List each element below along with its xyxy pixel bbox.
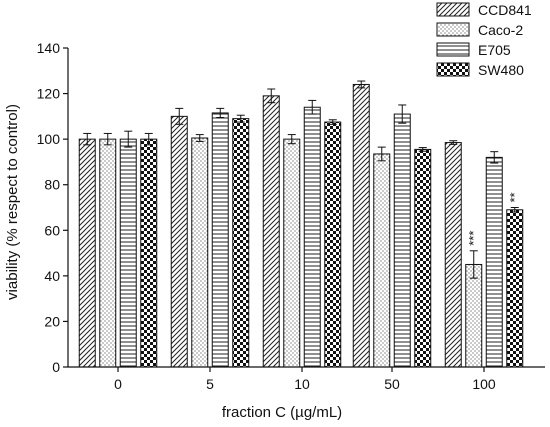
legend-label: Caco-2 xyxy=(478,22,523,38)
bar-ccd841-100 xyxy=(444,142,462,368)
significance-marker-caco-2: *** xyxy=(466,231,481,246)
legend-swatch xyxy=(436,42,470,57)
legend-swatch xyxy=(436,22,470,37)
y-tick-label: 40 xyxy=(44,268,60,284)
legend-item-ccd841: CCD841 xyxy=(436,2,532,18)
legend-item-caco-2: Caco-2 xyxy=(436,22,523,38)
error-bar-sw480-0 xyxy=(144,132,153,146)
bar-e705-50 xyxy=(393,113,411,368)
y-tick-label: 120 xyxy=(37,86,61,102)
y-tick-label: 60 xyxy=(44,222,60,238)
bar-e705-0 xyxy=(119,138,137,368)
bar-sw480-10 xyxy=(324,121,342,368)
error-bar-sw480-10 xyxy=(328,119,337,125)
x-tick-label: 50 xyxy=(384,376,400,392)
error-bar-sw480-5 xyxy=(236,114,245,123)
error-bar-caco-2-100 xyxy=(469,250,478,279)
x-tick-label: 0 xyxy=(114,376,122,392)
y-tick-label: 100 xyxy=(37,131,61,147)
bar-e705-100 xyxy=(485,156,503,368)
legend-label: SW480 xyxy=(478,62,524,78)
x-axis-title: fraction C (µg/mL) xyxy=(222,404,342,421)
error-bar-ccd841-0 xyxy=(83,132,92,146)
bar-ccd841-0 xyxy=(78,138,96,368)
error-bar-e705-0 xyxy=(124,130,133,148)
bar-e705-5 xyxy=(211,112,229,368)
error-bar-e705-5 xyxy=(216,107,225,118)
y-tick-label: 20 xyxy=(44,313,60,329)
error-bar-e705-10 xyxy=(308,99,317,115)
bar-caco-2-10 xyxy=(283,138,301,368)
bar-sw480-0 xyxy=(140,138,158,368)
y-tick-label: 0 xyxy=(52,359,60,375)
error-bar-sw480-100 xyxy=(510,207,519,213)
y-tick-label: 140 xyxy=(37,40,61,56)
bar-sw480-100 xyxy=(506,209,524,368)
bar-ccd841-10 xyxy=(262,95,280,368)
error-bar-ccd841-5 xyxy=(175,107,184,125)
error-bar-caco-2-0 xyxy=(103,132,112,146)
error-bar-caco-2-10 xyxy=(287,134,296,145)
error-bar-ccd841-10 xyxy=(267,88,276,104)
bar-sw480-50 xyxy=(414,148,432,368)
bar-caco-2-100 xyxy=(465,263,483,368)
significance-marker-sw480: ** xyxy=(507,192,522,202)
bar-caco-2-5 xyxy=(191,137,209,368)
legend: CCD841 Caco-2 E705 SW480 xyxy=(436,2,532,78)
error-bar-e705-50 xyxy=(398,104,407,124)
error-bar-ccd841-100 xyxy=(449,140,458,145)
bar-caco-2-50 xyxy=(373,153,391,368)
error-bar-sw480-50 xyxy=(418,147,427,152)
bar-ccd841-5 xyxy=(170,115,188,368)
error-bar-ccd841-50 xyxy=(357,80,366,89)
x-tick-label: 10 xyxy=(294,376,310,392)
legend-item-sw480: SW480 xyxy=(436,62,524,78)
bar-e705-10 xyxy=(303,106,321,368)
legend-swatch xyxy=(436,62,470,77)
bar-caco-2-0 xyxy=(99,138,117,368)
x-tick-label: 100 xyxy=(472,376,496,392)
legend-label: CCD841 xyxy=(478,2,532,18)
y-axis-title: viability (% respect to control) xyxy=(4,104,21,300)
y-tick-label: 80 xyxy=(44,177,60,193)
legend-label: E705 xyxy=(478,42,511,58)
axes: 0 20 40 60 80 100 120 140 0 5 10 50 100 xyxy=(37,40,545,392)
error-bar-caco-2-5 xyxy=(195,134,204,142)
error-bar-caco-2-50 xyxy=(377,146,386,162)
legend-item-e705: E705 xyxy=(436,42,511,58)
error-bar-e705-100 xyxy=(490,151,499,164)
x-tick-label: 5 xyxy=(206,376,214,392)
bar-ccd841-50 xyxy=(352,83,370,368)
legend-swatch xyxy=(436,2,470,17)
bar-sw480-5 xyxy=(232,118,250,368)
plot-area: ***** xyxy=(78,80,524,368)
